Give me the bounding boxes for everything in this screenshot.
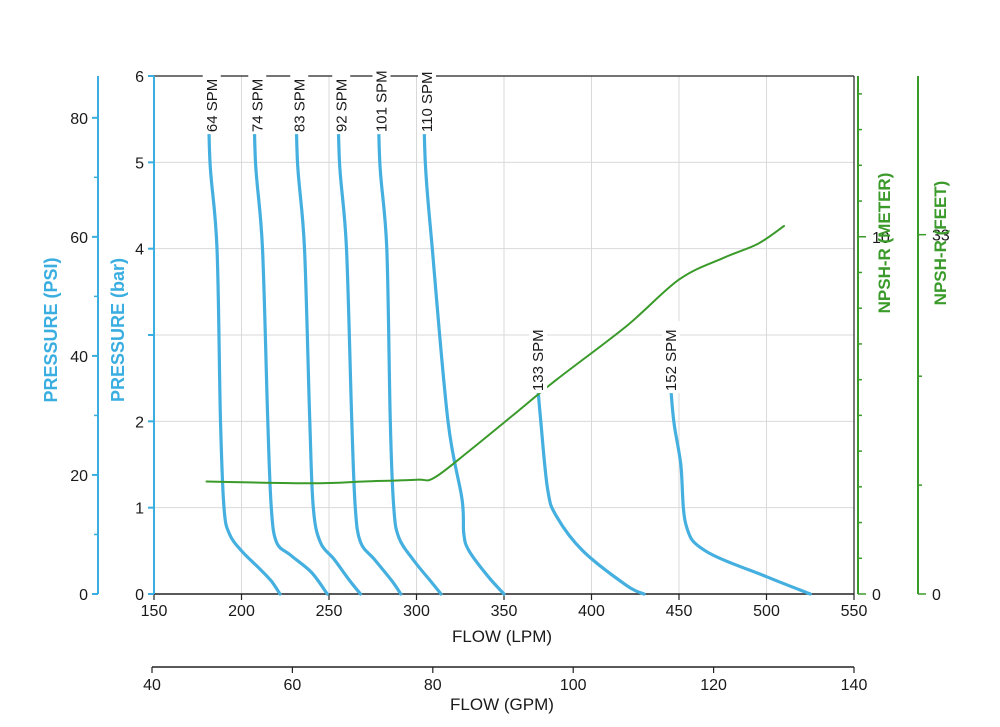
y-psi-tick-label: 40: [70, 349, 88, 366]
series-line-83-spm: [294, 74, 363, 596]
series-label-bg: [332, 70, 351, 135]
y-psi-label: PRESSURE (PSI): [41, 257, 61, 402]
x-tick-label: 350: [491, 603, 518, 620]
series-line-101-spm: [376, 74, 443, 596]
y-bar-tick-label: 0: [135, 587, 144, 604]
x2-tick-label: 120: [700, 677, 727, 694]
y-bar-tick-label: 1: [135, 501, 144, 518]
x2-tick-label: 40: [143, 677, 161, 694]
npsh-feet-tick-label: 0: [932, 587, 941, 604]
series-line-npsh-r: [205, 225, 785, 485]
y-bar-tick-label: 5: [135, 155, 144, 172]
labels: FLOW (LPM) FLOW (GPM) PRESSURE (PSI) PRE…: [41, 70, 950, 714]
x2-tick-label: 80: [424, 677, 442, 694]
x-tick-label: 200: [228, 603, 255, 620]
series-line-64-spm: [206, 74, 282, 596]
y-bar-tick-label: 6: [135, 69, 144, 86]
npsh-feet-tick-label: 33: [932, 228, 950, 245]
series-label-74-spm: 74 SPM: [249, 79, 266, 132]
x-tick-label: 300: [403, 603, 430, 620]
npsh-meter-label: NPSH-R (METER): [875, 173, 894, 314]
y-psi-tick-label: 80: [70, 111, 88, 128]
y-psi-tick-label: 0: [79, 587, 88, 604]
x-tick-label: 250: [316, 603, 343, 620]
x-tick-label: 150: [141, 603, 168, 620]
y-bar-tick-label: 4: [135, 242, 144, 259]
npsh-meter-tick-label: 10: [872, 230, 890, 247]
grid: [153, 75, 855, 595]
series-label-152-spm: 152 SPM: [663, 329, 680, 391]
series-line-92-spm: [336, 74, 403, 596]
series-line-74-spm: [252, 74, 329, 596]
series-label-133-spm: 133 SPM: [530, 329, 547, 391]
x2-axis-label: FLOW (GPM): [450, 695, 554, 714]
y-psi-tick-label: 60: [70, 230, 88, 247]
series-line-152-spm: [666, 333, 812, 596]
npsh-feet-label: NPSH-R (FEET): [931, 181, 950, 306]
y-bar-label: PRESSURE (bar): [108, 258, 128, 402]
series-label-bg: [248, 70, 267, 135]
y-psi-tick-label: 20: [70, 468, 88, 485]
series-line-133-spm: [533, 333, 646, 596]
y-bar-tick-label: 2: [135, 414, 144, 431]
series-label-bg: [202, 70, 221, 135]
x-tick-label: 450: [666, 603, 693, 620]
series-label-bg: [662, 321, 681, 394]
series-label-bg: [418, 70, 436, 135]
x-axis-label: FLOW (LPM): [452, 627, 552, 646]
series-label-101-spm: 101 SPM: [374, 70, 391, 132]
series-line-110-spm: [421, 74, 506, 596]
x2-tick-label: 140: [841, 677, 868, 694]
x2-tick-label: 100: [560, 677, 587, 694]
x2-tick-label: 60: [284, 677, 302, 694]
x-tick-label: 400: [578, 603, 605, 620]
npsh-meter-tick-label: 0: [872, 587, 881, 604]
series-label-83-spm: 83 SPM: [291, 79, 308, 132]
series-label-bg: [290, 70, 309, 135]
x-tick-label: 500: [753, 603, 780, 620]
series-label-64-spm: 64 SPM: [204, 79, 221, 132]
series-label-bg: [372, 70, 391, 135]
series-label-110-spm: 110 SPM: [419, 72, 436, 133]
x-tick-label: 550: [841, 603, 868, 620]
series-label-92-spm: 92 SPM: [333, 79, 350, 132]
series-label-bg: [529, 321, 548, 394]
